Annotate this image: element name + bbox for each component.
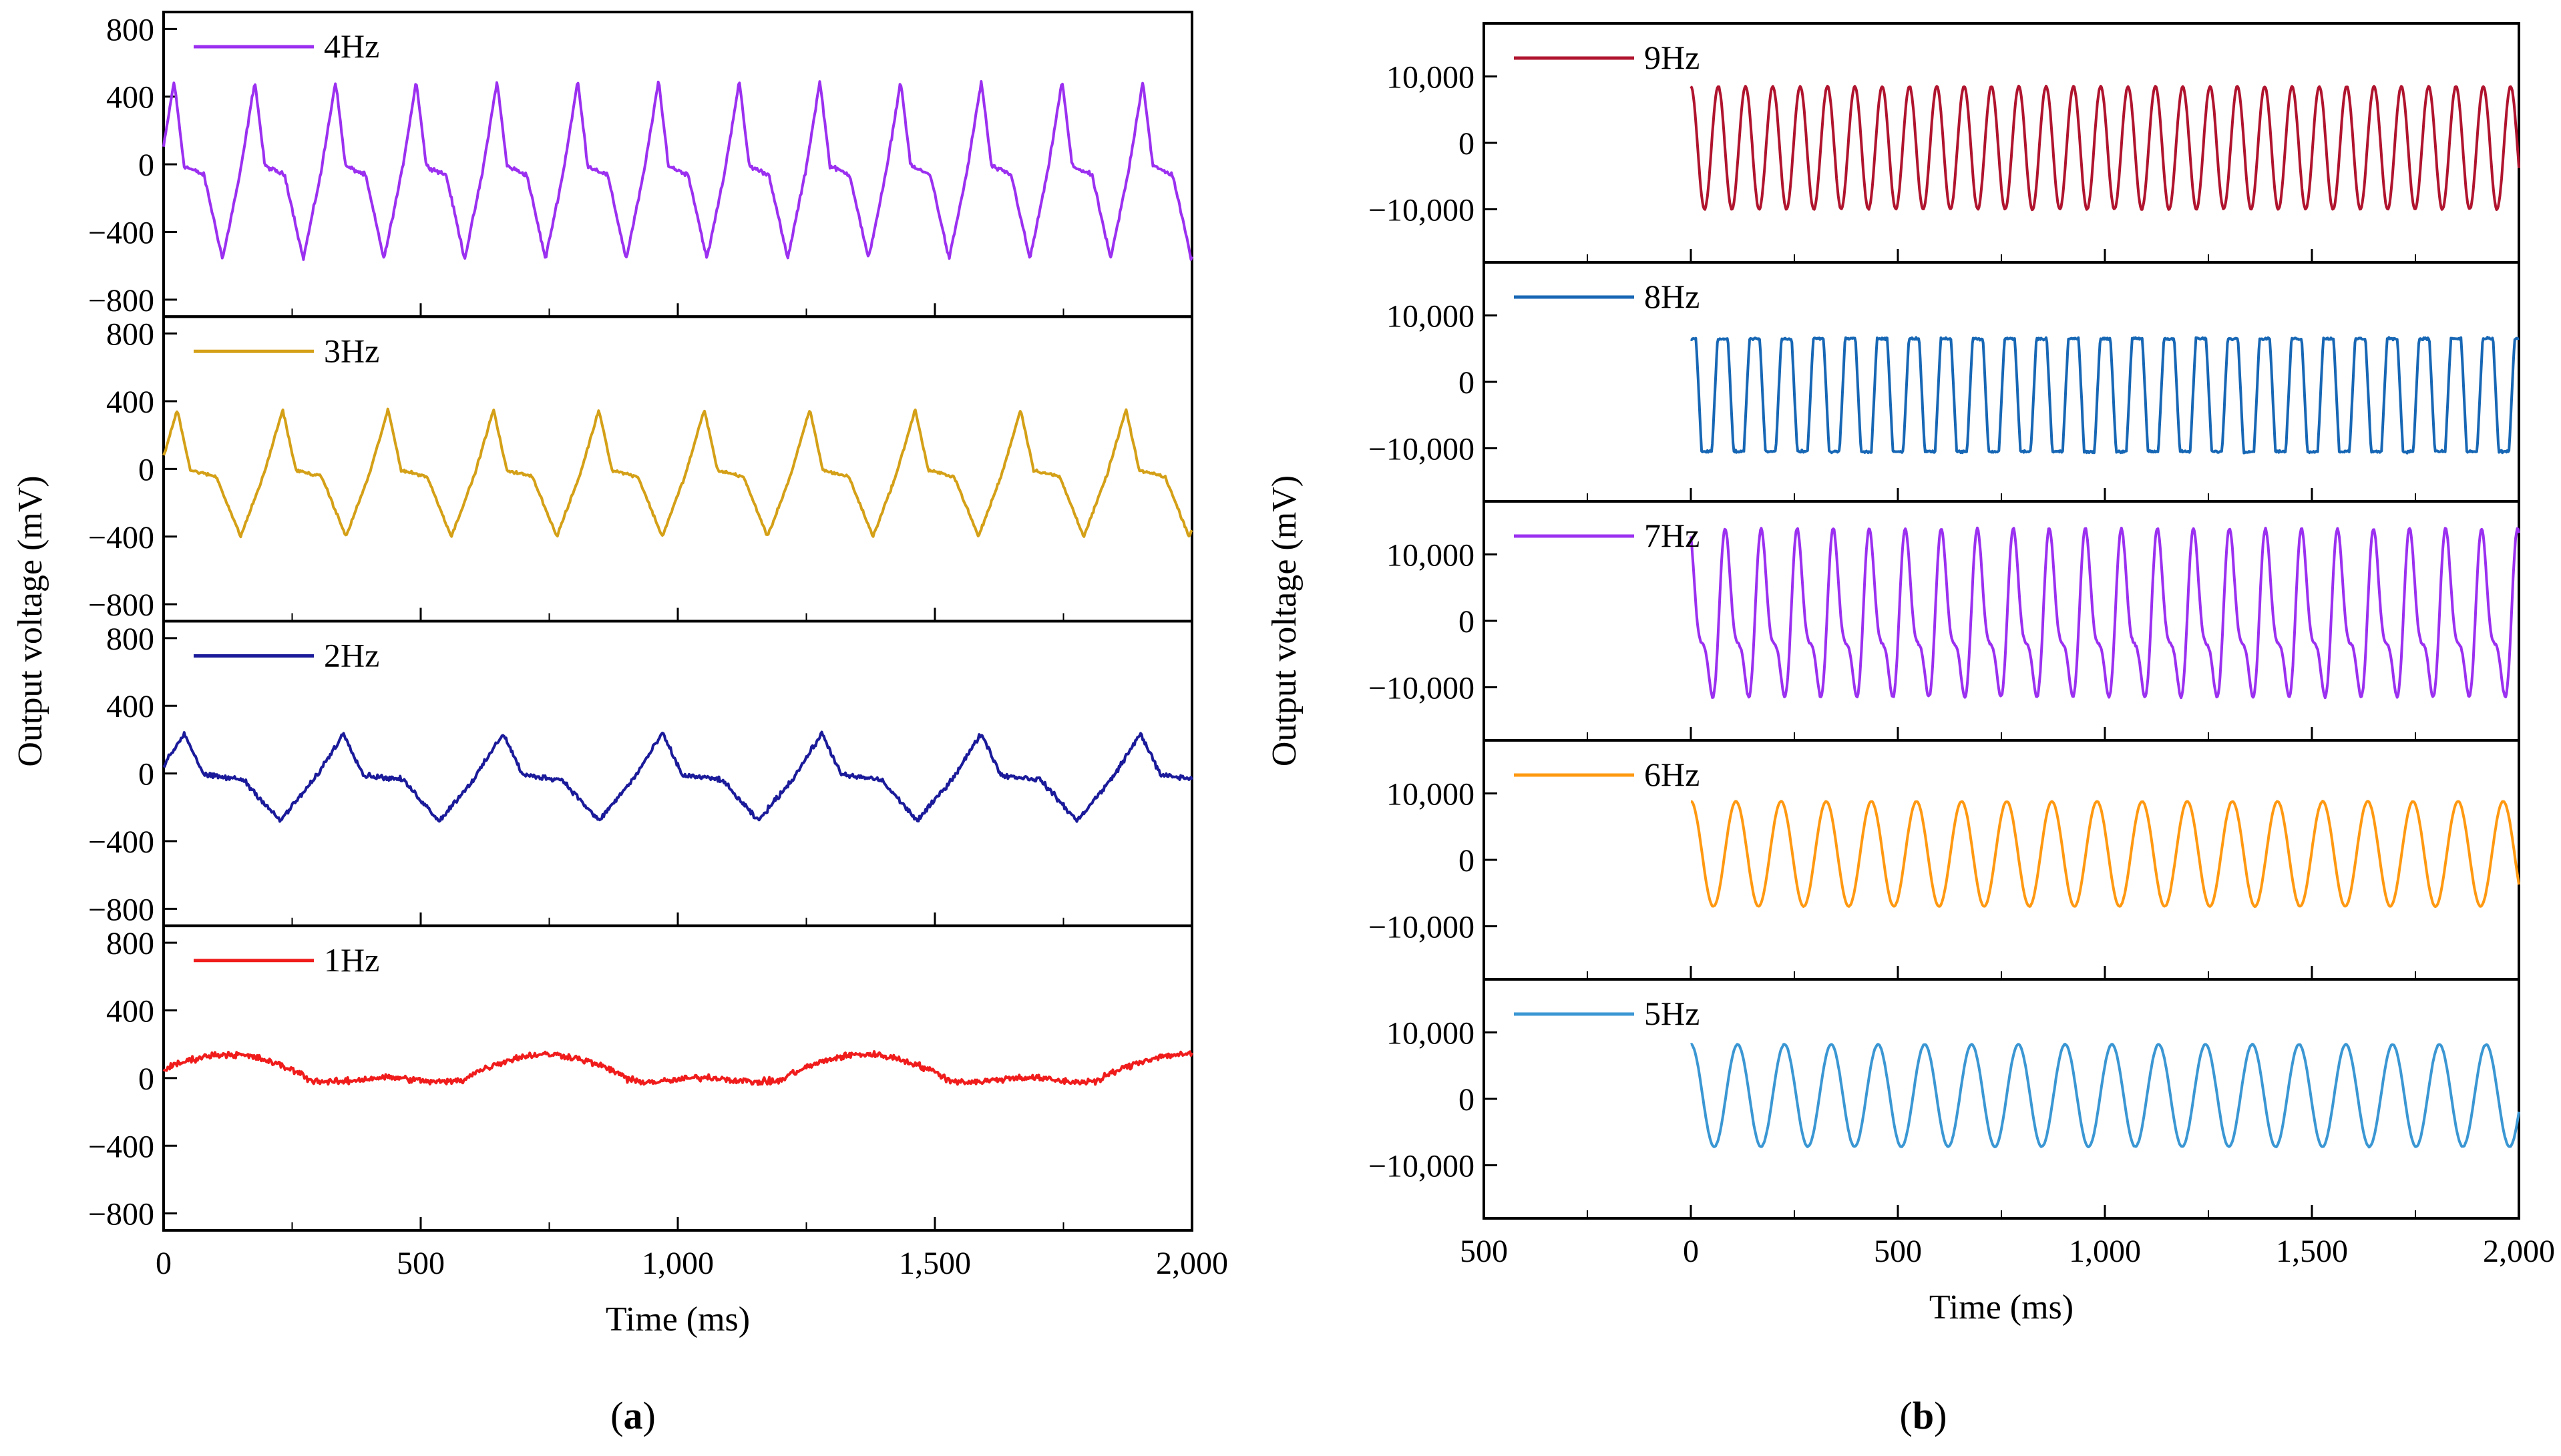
y-tick-label: 0	[138, 452, 154, 487]
series-line-9hz	[1690, 84, 2520, 212]
x-tick-label: 1,000	[642, 1246, 714, 1281]
y-tick-label: −800	[88, 1197, 154, 1232]
subplot-frame	[1483, 739, 2520, 981]
y-tick-label: −800	[88, 587, 154, 623]
series-line-3hz	[162, 407, 1193, 539]
x-tick-label: 500	[397, 1246, 445, 1281]
subplot-frame	[1483, 22, 2520, 264]
x-tick-label: 1,000	[2069, 1234, 2141, 1269]
series-line-5hz	[1690, 1043, 2520, 1149]
y-tick-label: 10,000	[1386, 777, 1474, 812]
legend-label-4hz: 4Hz	[324, 27, 379, 65]
y-tick-label: −400	[88, 824, 154, 860]
y-tick-label: 0	[1458, 126, 1474, 162]
y-tick-label: 400	[106, 689, 154, 724]
subplot-4hz: −800 −400 0 400 800 4Hz	[88, 11, 1193, 318]
legend-label-3hz: 3Hz	[324, 332, 379, 369]
subplot-7hz: −10,000 0 10,000 7Hz	[1368, 500, 2520, 742]
y-tick-label: −10,000	[1368, 909, 1474, 945]
y-tick-label: 0	[138, 757, 154, 792]
x-tick-label: 0	[156, 1246, 172, 1281]
y-tick-label: 0	[138, 148, 154, 183]
subplot-1hz: −800 −400 0 400 800 1Hz	[88, 924, 1193, 1232]
series-line-4hz	[162, 80, 1193, 261]
panel-b-caption: (b)	[1900, 1394, 1947, 1437]
chart-panel-b: −10,000010,0009Hz−10,000010,0008Hz−10,00…	[1265, 22, 2555, 1326]
legend-label-1hz: 1Hz	[324, 941, 379, 979]
subplot-frame	[162, 315, 1193, 623]
y-tick-label: 0	[138, 1061, 154, 1097]
legend-label-2hz: 2Hz	[324, 637, 379, 674]
y-tick-label: 0	[1458, 843, 1474, 879]
panel-a-caption: (a)	[610, 1394, 656, 1437]
legend-label-7hz: 7Hz	[1644, 517, 1700, 554]
legend-label-9hz: 9Hz	[1644, 39, 1700, 76]
x-tick-label: 2,000	[1156, 1246, 1228, 1281]
panel-a-letter: a	[624, 1394, 643, 1437]
x-tick-label: 1,500	[2276, 1234, 2348, 1269]
y-tick-label: 400	[106, 993, 154, 1029]
y-tick-label: 10,000	[1386, 299, 1474, 334]
series-line-1hz	[162, 1050, 1193, 1086]
x-axis-title: Time (ms)	[1929, 1288, 2074, 1326]
y-tick-label: 10,000	[1386, 538, 1474, 573]
series-line-6hz	[1690, 800, 2520, 909]
subplot-2hz: −800 −400 0 400 800 2Hz	[88, 620, 1193, 927]
x-tick-label: 2,000	[2483, 1234, 2555, 1269]
x-tick-label: 0	[1683, 1234, 1699, 1269]
x-axis-title: Time (ms)	[606, 1300, 750, 1339]
y-tick-label: 400	[106, 80, 154, 115]
subplot-frame	[1483, 978, 2520, 1220]
x-tick-label: 500	[1460, 1234, 1508, 1269]
y-axis-title: Output voltage (mV)	[11, 475, 49, 766]
series-line-7hz	[1690, 526, 2520, 700]
subplot-frame	[162, 11, 1193, 318]
y-tick-label: 0	[1458, 1082, 1474, 1118]
y-tick-label: 0	[1458, 365, 1474, 401]
y-tick-label: −400	[88, 216, 154, 251]
x-tick-label: 1,500	[899, 1246, 971, 1281]
subplot-frame	[1483, 500, 2520, 742]
y-tick-label: −10,000	[1368, 192, 1474, 228]
y-tick-label: 0	[1458, 604, 1474, 640]
panel-b-letter: b	[1913, 1394, 1934, 1437]
y-tick-label: −400	[88, 1129, 154, 1164]
legend-label-8hz: 8Hz	[1644, 278, 1700, 315]
y-tick-label: 400	[106, 385, 154, 420]
y-tick-label: 800	[106, 12, 154, 47]
series-line-2hz	[162, 730, 1193, 823]
y-tick-label: 10,000	[1386, 1016, 1474, 1051]
y-tick-label: 800	[106, 926, 154, 961]
legend-label-5hz: 5Hz	[1644, 995, 1700, 1032]
y-tick-label: −10,000	[1368, 1148, 1474, 1184]
subplot-3hz: −800 −400 0 400 800 3Hz	[88, 315, 1193, 623]
y-tick-label: 800	[106, 622, 154, 657]
y-tick-label: 10,000	[1386, 60, 1474, 95]
y-tick-label: −800	[88, 892, 154, 927]
subplot-8hz: −10,000 0 10,000 8Hz	[1368, 261, 2520, 503]
series-line-8hz	[1690, 336, 2520, 455]
y-tick-label: −800	[88, 283, 154, 318]
y-tick-label: 800	[106, 317, 154, 352]
subplot-5hz: −10,000 0 10,000 5Hz	[1368, 978, 2520, 1220]
y-tick-label: −10,000	[1368, 670, 1474, 706]
y-tick-label: −10,000	[1368, 431, 1474, 467]
legend-label-6hz: 6Hz	[1644, 756, 1700, 793]
subplot-6hz: −10,000 0 10,000 6Hz	[1368, 739, 2520, 981]
x-tick-label: 500	[1874, 1234, 1922, 1269]
y-tick-label: −400	[88, 520, 154, 555]
y-axis-title: Output voltage (mV)	[1265, 475, 1304, 766]
subplot-9hz: −10,000 0 10,000 9Hz	[1368, 22, 2520, 264]
